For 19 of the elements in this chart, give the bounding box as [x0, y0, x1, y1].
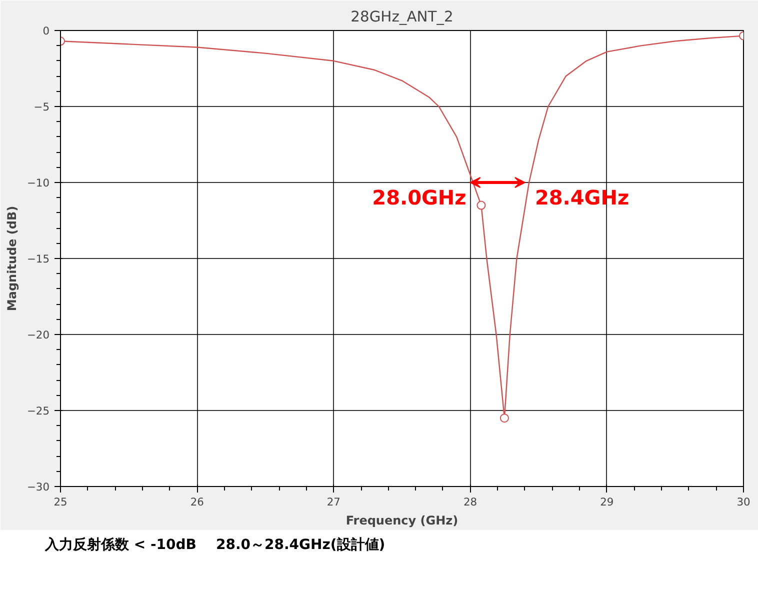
text: 28.0～28.4GHz(設計値): [216, 537, 386, 553]
chart-title: 28GHz_ANT_2: [350, 8, 454, 26]
y-tick-label: −25: [27, 404, 50, 418]
y-tick-label: −10: [27, 176, 50, 190]
x-tick-label: 30: [736, 496, 750, 508]
x-axis-title: Frequency (GHz): [346, 514, 458, 528]
y-tick-label: −5: [34, 100, 50, 114]
x-tick-label: 25: [54, 496, 68, 508]
x-tick-label: 27: [326, 496, 340, 508]
y-tick-label: −15: [27, 252, 50, 266]
y-tick-label: −20: [27, 328, 50, 342]
annotation: 28.0GHz: [372, 186, 466, 210]
text: 入力反射係数 < -10dB: [45, 537, 196, 553]
x-tick-label: 28: [464, 496, 478, 508]
y-axis-title: Magnitude (dB): [5, 206, 20, 312]
y-tick-label: −30: [27, 480, 50, 494]
x-tick-label: 29: [600, 496, 614, 508]
y-tick-label: 0: [42, 24, 50, 38]
x-tick-label: 26: [190, 496, 204, 508]
